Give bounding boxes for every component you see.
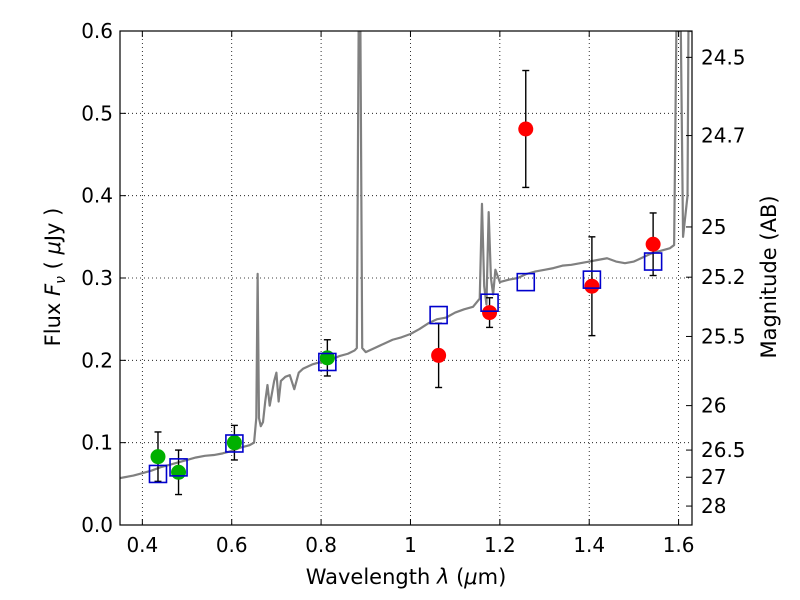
data-point-marker — [431, 347, 447, 363]
right-tick-label: 24.5 — [701, 45, 746, 69]
y-tick-label: 0.4 — [81, 184, 113, 208]
model-square-marker — [169, 458, 188, 477]
right-axis-label: Magnitude (AB) — [757, 195, 781, 358]
y-tick-label: 0.5 — [81, 101, 113, 125]
data-point-marker — [518, 121, 534, 137]
right-tick-label: 28 — [701, 494, 726, 518]
model-square-marker — [148, 464, 168, 484]
model-square-marker — [480, 293, 499, 313]
model-spectrum — [120, 31, 692, 480]
y-tick-label: 0.6 — [81, 19, 113, 43]
model-square-marker — [429, 305, 448, 325]
x-tick-label: 0.6 — [216, 533, 248, 557]
model-square-marker — [318, 352, 337, 372]
x-tick-label: 1 — [404, 533, 417, 557]
data-point-marker — [482, 305, 498, 321]
y-tick-label: 0.0 — [81, 513, 113, 537]
ticks: 0.4 0.6 0.8 1 1.2 1.4 1.6 0.0 0.1 0.2 0.3 0.4 0.5 0.6… — [81, 19, 745, 557]
right-tick-label: 25 — [701, 215, 726, 239]
data-point-marker — [584, 278, 600, 294]
right-tick-label: 26.5 — [701, 438, 746, 462]
y-tick-label: 0.3 — [81, 266, 113, 290]
right-tick-label: 25.5 — [701, 324, 746, 348]
x-tick-label: 1.2 — [484, 533, 516, 557]
x-tick-label: 1.4 — [573, 533, 605, 557]
data-point-marker — [319, 350, 335, 366]
data-point-marker — [171, 464, 187, 480]
x-tick-label: 0.4 — [126, 533, 158, 557]
data-points — [148, 69, 663, 496]
x-tick-label: 0.8 — [305, 533, 337, 557]
y-tick-label: 0.1 — [81, 431, 113, 455]
model-square-marker — [225, 434, 244, 453]
y-axis-label: Flux Fν ( μJy ) — [41, 208, 69, 347]
x-tick-label: 1.6 — [663, 533, 695, 557]
model-square-marker — [582, 270, 602, 289]
model-square-marker — [516, 272, 536, 292]
y-tick-label: 0.2 — [81, 348, 113, 372]
data-point-marker — [645, 236, 661, 252]
right-tick-label: 26 — [701, 394, 726, 418]
x-axis-label: Wavelength λ (μm) — [306, 565, 507, 589]
data-point-marker — [226, 435, 242, 451]
data-point-marker — [150, 449, 166, 465]
right-tick-label: 27 — [701, 465, 726, 489]
plot-frame — [119, 30, 693, 526]
model-square-marker — [643, 252, 663, 271]
model-spectrum-line — [120, 31, 692, 480]
grid — [120, 30, 692, 526]
right-tick-label: 25.2 — [701, 265, 746, 289]
right-tick-label: 24.7 — [701, 124, 746, 148]
